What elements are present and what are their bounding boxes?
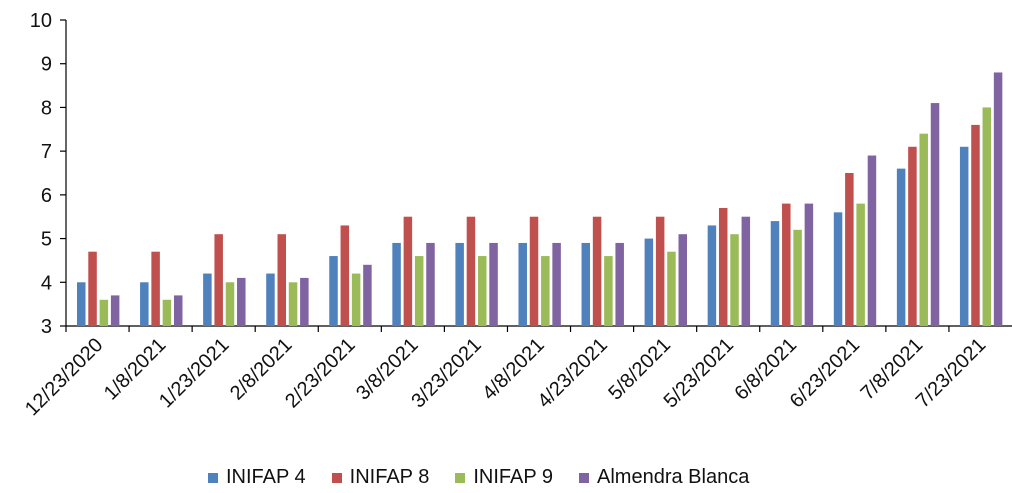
bar-inifap-8-1/8/2021 — [151, 251, 160, 326]
legend-item-inifap-4: INIFAP 4 — [208, 466, 306, 489]
bar-almendra-blanca-6/23/2021 — [867, 155, 877, 326]
legend-swatch-inifap-8 — [331, 472, 342, 483]
bar-inifap-8-7/23/2021 — [971, 124, 980, 327]
bar-inifap-8-5/23/2021 — [718, 207, 728, 326]
y-tick-label-3: 3 — [41, 316, 52, 338]
bar-inifap-8-5/8/2021 — [655, 216, 665, 326]
x-tick-label-12/23/2020: 12/23/2020 — [21, 334, 107, 420]
bar-inifap-9-1/8/2021 — [162, 299, 172, 326]
bar-inifap-8-12/23/2020 — [88, 251, 97, 326]
bar-inifap-9-4/23/2021 — [604, 256, 613, 326]
bar-inifap-9-5/8/2021 — [667, 251, 676, 326]
bar-almendra-blanca-4/23/2021 — [615, 242, 624, 326]
bar-inifap-4-2/8/2021 — [266, 273, 275, 326]
bar-almendra-blanca-2/8/2021 — [300, 277, 309, 326]
legend-label-inifap-8: INIFAP 8 — [349, 466, 430, 488]
bar-inifap-4-1/23/2021 — [203, 273, 212, 326]
bar-inifap-8-7/8/2021 — [908, 146, 917, 326]
y-tick-label-5: 5 — [41, 229, 52, 251]
bar-inifap-4-6/8/2021 — [770, 221, 780, 326]
bar-almendra-blanca-2/23/2021 — [363, 264, 372, 326]
bar-inifap-4-3/8/2021 — [392, 242, 401, 326]
bar-inifap-8-3/23/2021 — [466, 216, 476, 326]
x-tick-label-3/23/2021: 3/23/2021 — [407, 334, 485, 412]
bar-inifap-4-2/23/2021 — [329, 256, 338, 326]
legend-label-inifap-4: INIFAP 4 — [226, 466, 306, 488]
bar-inifap-9-2/23/2021 — [351, 273, 361, 326]
bar-almendra-blanca-3/8/2021 — [426, 242, 435, 326]
bar-inifap-9-2/8/2021 — [288, 282, 298, 326]
bar-almendra-blanca-3/23/2021 — [489, 242, 498, 326]
bar-inifap-9-7/23/2021 — [982, 107, 992, 326]
legend-item-inifap-8: INIFAP 8 — [331, 466, 430, 489]
bar-inifap-8-4/23/2021 — [592, 216, 602, 326]
y-tick-label-10: 10 — [30, 10, 52, 32]
y-tick-label-7: 7 — [41, 141, 52, 163]
bar-almendra-blanca-1/23/2021 — [237, 277, 246, 326]
bar-inifap-9-4/8/2021 — [541, 256, 550, 326]
x-tick-label-4/23/2021: 4/23/2021 — [533, 334, 611, 412]
bar-almendra-blanca-5/23/2021 — [741, 216, 751, 326]
legend-label-inifap-9: INIFAP 9 — [473, 466, 554, 488]
bar-inifap-4-1/8/2021 — [140, 282, 149, 326]
bar-inifap-9-7/8/2021 — [919, 133, 928, 326]
bar-inifap-4-4/8/2021 — [518, 242, 527, 326]
x-tick-label-6/23/2021: 6/23/2021 — [786, 334, 864, 412]
bar-almendra-blanca-6/8/2021 — [804, 203, 814, 326]
bar-inifap-4-5/23/2021 — [707, 225, 717, 326]
bar-inifap-8-4/8/2021 — [529, 216, 539, 326]
y-tick-label-4: 4 — [41, 272, 52, 294]
x-tick-label-7/23/2021: 7/23/2021 — [912, 334, 990, 412]
bar-inifap-4-12/23/2020 — [77, 282, 86, 326]
bar-almendra-blanca-5/8/2021 — [678, 234, 687, 326]
bar-inifap-9-6/8/2021 — [793, 229, 802, 326]
bar-inifap-8-6/23/2021 — [845, 173, 854, 326]
bar-inifap-8-6/8/2021 — [782, 203, 791, 326]
legend-item-almendra-blanca: Almendra Blanca — [579, 466, 749, 489]
legend-swatch-almendra-blanca — [579, 472, 590, 483]
y-tick-label-6: 6 — [41, 185, 52, 207]
bar-inifap-9-3/8/2021 — [414, 256, 424, 326]
y-tick-label-9: 9 — [41, 54, 52, 76]
bar-inifap-4-3/23/2021 — [455, 242, 464, 326]
bar-inifap-9-3/23/2021 — [478, 256, 487, 326]
bar-inifap-9-12/23/2020 — [99, 299, 109, 326]
bar-inifap-8-1/23/2021 — [214, 234, 223, 326]
bar-inifap-8-2/8/2021 — [277, 234, 286, 326]
legend-swatch-inifap-4 — [208, 472, 218, 483]
bar-almendra-blanca-7/23/2021 — [993, 72, 1003, 326]
bar-inifap-4-6/23/2021 — [833, 212, 843, 326]
x-tick-label-1/23/2021: 1/23/2021 — [155, 334, 233, 412]
legend: INIFAP 4 INIFAP 8 INIFAP 9 Almendra Blan… — [208, 466, 775, 489]
bar-inifap-4-7/23/2021 — [959, 146, 969, 326]
legend-label-almendra-blanca: Almendra Blanca — [597, 466, 750, 488]
bar-inifap-9-1/23/2021 — [225, 282, 235, 326]
bar-inifap-4-7/8/2021 — [896, 168, 906, 326]
bar-almendra-blanca-4/8/2021 — [552, 242, 561, 326]
bar-almendra-blanca-7/8/2021 — [930, 103, 940, 326]
bar-inifap-4-4/23/2021 — [581, 242, 591, 326]
x-tick-label-5/23/2021: 5/23/2021 — [660, 334, 738, 412]
y-tick-label-8: 8 — [41, 97, 52, 119]
bar-almendra-blanca-1/8/2021 — [173, 295, 183, 326]
bar-inifap-8-2/23/2021 — [340, 225, 350, 326]
bar-inifap-8-3/8/2021 — [403, 216, 413, 326]
bar-inifap-9-5/23/2021 — [730, 234, 739, 326]
legend-item-inifap-9: INIFAP 9 — [455, 466, 553, 489]
bar-inifap-4-5/8/2021 — [644, 238, 654, 326]
bar-inifap-9-6/23/2021 — [856, 203, 865, 326]
x-tick-label-2/23/2021: 2/23/2021 — [281, 334, 359, 412]
legend-swatch-inifap-9 — [455, 472, 466, 483]
bar-almendra-blanca-12/23/2020 — [110, 295, 120, 326]
